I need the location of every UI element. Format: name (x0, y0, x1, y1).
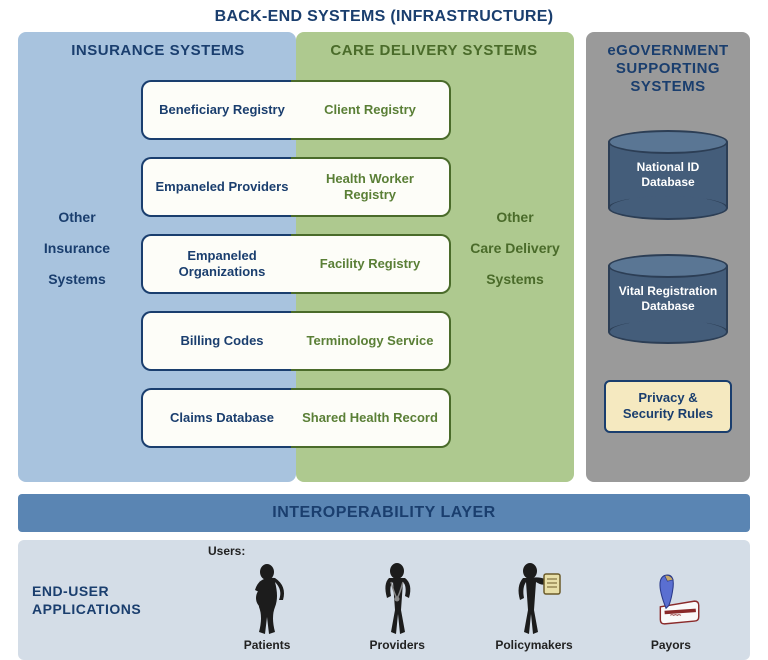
patient-icon (235, 562, 299, 636)
policymaker-icon (502, 562, 566, 636)
diagram-title: BACK-END SYSTEMS (INFRASTRUCTURE) (0, 0, 768, 32)
provider-icon (365, 562, 429, 636)
care-box: Facility Registry (291, 234, 451, 294)
users-prefix: Users: (208, 544, 245, 558)
care-title: CARE DELIVERY SYSTEMS (304, 42, 564, 59)
db-label: National ID Database (608, 160, 728, 190)
care-box: Client Registry (291, 80, 451, 140)
care-box: Shared Health Record (291, 388, 451, 448)
user-label: Providers (370, 638, 425, 652)
user-payor: Payors (639, 562, 703, 652)
insurance-box: Claims Database (141, 388, 301, 448)
insurance-box: Empaneled Providers (141, 157, 301, 217)
user-label: Patients (244, 638, 291, 652)
privacy-security-box: Privacy & Security Rules (604, 380, 732, 433)
insurance-side-label: Other Insurance Systems (32, 202, 122, 294)
egov-databases: National ID Database Vital Registration … (608, 130, 728, 344)
insurance-systems-panel: INSURANCE SYSTEMS Other Insurance System… (18, 32, 296, 482)
payor-icon (639, 562, 703, 636)
user-provider: Providers (365, 562, 429, 652)
egovernment-panel: eGOVERNMENT SUPPORTING SYSTEMS National … (586, 32, 750, 482)
database-icon: Vital Registration Database (608, 254, 728, 344)
care-box: Terminology Service (291, 311, 451, 371)
db-label: Vital Registration Database (608, 284, 728, 314)
insurance-box-column: Beneficiary Registry Empaneled Providers… (141, 80, 301, 448)
user-policymaker: Policymakers (495, 562, 572, 652)
database-icon: National ID Database (608, 130, 728, 220)
insurance-box: Empaneled Organizations (141, 234, 301, 294)
user-label: Policymakers (495, 638, 572, 652)
user-figures: Patients Providers Policymakers (202, 548, 736, 652)
enduser-title: END-USER APPLICATIONS (32, 582, 172, 618)
care-delivery-panel: CARE DELIVERY SYSTEMS Other Care Deliver… (296, 32, 574, 482)
user-label: Payors (651, 638, 691, 652)
user-patient: Patients (235, 562, 299, 652)
end-user-applications-panel: END-USER APPLICATIONS Users: Patients Pr… (18, 540, 750, 660)
insurance-box: Billing Codes (141, 311, 301, 371)
backend-systems-row: INSURANCE SYSTEMS Other Insurance System… (0, 32, 768, 482)
care-box-column: Client Registry Health Worker Registry F… (291, 80, 451, 448)
care-side-label: Other Care Delivery Systems (470, 202, 560, 294)
egov-title: eGOVERNMENT SUPPORTING SYSTEMS (607, 42, 728, 96)
insurance-box: Beneficiary Registry (141, 80, 301, 140)
care-box: Health Worker Registry (291, 157, 451, 217)
interoperability-layer: INTEROPERABILITY LAYER (18, 494, 750, 532)
insurance-title: INSURANCE SYSTEMS (28, 42, 288, 59)
